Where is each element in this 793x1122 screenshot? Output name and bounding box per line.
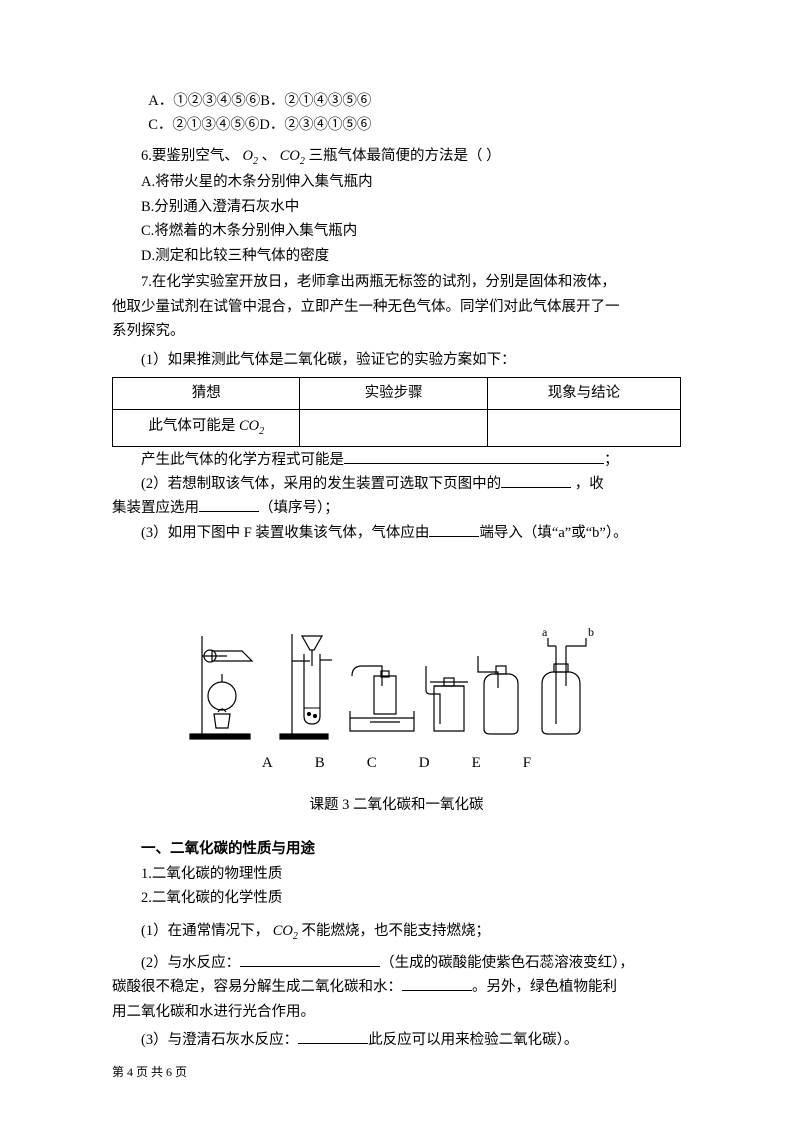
q6-stem-post: 三瓶气体最简便的方法是（ ） (309, 148, 501, 164)
section-a-title: 一、二氧化碳的性质与用途 (112, 838, 681, 860)
q7-p2-line2: 集装置应选用（填序号）； (112, 497, 681, 519)
th-result: 现象与结论 (487, 378, 680, 409)
q7-line3: 系列探究。 (112, 320, 681, 342)
blank-water-eqn (240, 966, 380, 967)
blank-decomp (402, 990, 472, 991)
apparatus-diagram: a b (112, 616, 681, 746)
blank-equation (344, 463, 604, 464)
label-F: F (523, 752, 531, 775)
blank-port (429, 536, 479, 537)
blank-lime (298, 1043, 368, 1044)
q5-row2: C．②①③④⑤⑥D．②③④①⑤⑥ (112, 114, 681, 136)
experiment-table: 猜想 实验步骤 现象与结论 此气体可能是 CO2 (112, 377, 681, 446)
q6-option-b: B.分别通入澄清石灰水中 (112, 196, 681, 218)
label-D: D (419, 752, 430, 775)
spacer (112, 546, 681, 606)
q7-line2: 他取少量试剂在试管中混合，立即产生一种无色气体。同学们对此气体展开了一 (112, 296, 681, 318)
a-item1: 1.二氧化碳的物理性质 (112, 863, 681, 885)
apparatus-svg: a b (182, 616, 612, 746)
q6-stem-pre: 6.要鉴别空气、 (141, 148, 239, 164)
page-footer: 第 4 页 共 6 页 (112, 1063, 187, 1080)
td-guess: 此气体可能是 CO2 (113, 409, 300, 446)
label-A: A (262, 752, 273, 775)
a-p2-line1: (2）与水反应：（生成的碳酸能使紫色石蕊溶液变红）， (112, 952, 681, 974)
o2-symbol: O2 (243, 148, 258, 164)
th-guess: 猜想 (113, 378, 300, 409)
a-p3: (3）与澄清石灰水反应：此反应可以用来检验二氧化碳）。 (112, 1029, 681, 1051)
blank-collect (199, 511, 259, 512)
label-E: E (472, 752, 481, 775)
table-row: 此气体可能是 CO2 (113, 409, 681, 446)
q7-eqn-line: 产生此气体的化学方程式可能是； (112, 449, 681, 471)
q5-row1: A．①②③④⑤⑥B．②①④③⑤⑥ (112, 90, 681, 112)
apparatus-d (426, 666, 468, 731)
a-p2-line2: 碳酸很不稳定，容易分解生成二氧化碳和水：。另外，绿色植物能利 (112, 976, 681, 998)
td-result (487, 409, 680, 446)
blank-device (501, 487, 571, 488)
th-steps: 实验步骤 (300, 378, 487, 409)
q6-sep: 、 (262, 148, 277, 164)
topic-3-title: 课题 3 二氧化碳和一氧化碳 (112, 794, 681, 816)
page-content: A．①②③④⑤⑥B．②①④③⑤⑥ C．②①③④⑤⑥D．②③④①⑤⑥ 6.要鉴别空… (0, 0, 793, 1094)
q7-line1: 7.在化学实验室开放日，老师拿出两瓶无标签的试剂，分别是固体和液体， (112, 271, 681, 293)
apparatus-a (190, 636, 252, 739)
a-p2-line3: 用二氧化碳和水进行光合作用。 (112, 1001, 681, 1023)
apparatus-labels: A B C D E F (112, 752, 681, 775)
label-b: b (588, 625, 594, 639)
co2-symbol: CO2 (280, 148, 305, 164)
apparatus-c (350, 666, 414, 731)
q6-stem: 6.要鉴别空气、 O2 、 CO2 三瓶气体最简便的方法是（ ） (112, 145, 681, 169)
q7-p3: (3）如用下图中 F 装置收集该气体，气体应由端导入（填“a”或“b”）。 (112, 522, 681, 544)
td-steps (300, 409, 487, 446)
label-B: B (315, 752, 325, 775)
q6-option-d: D.测定和比较三种气体的密度 (112, 245, 681, 267)
apparatus-f (542, 638, 586, 734)
a-item2: 2.二氧化碳的化学性质 (112, 887, 681, 909)
q7-p1: (1）如果推测此气体是二氧化碳，验证它的实验方案如下： (112, 349, 681, 371)
a-p1: (1）在通常情况下， CO2 不能燃烧，也不能支持燃烧； (112, 920, 681, 944)
apparatus-e (478, 656, 518, 734)
label-C: C (367, 752, 377, 775)
q6-option-a: A.将带火星的木条分别伸入集气瓶内 (112, 171, 681, 193)
q6-option-c: C.将燃着的木条分别伸入集气瓶内 (112, 220, 681, 242)
q7-p2-line1: (2）若想制取该气体，采用的发生装置可选取下页图中的 ，收 (112, 473, 681, 495)
label-a: a (542, 625, 548, 639)
table-header-row: 猜想 实验步骤 现象与结论 (113, 378, 681, 409)
apparatus-b (280, 634, 332, 739)
